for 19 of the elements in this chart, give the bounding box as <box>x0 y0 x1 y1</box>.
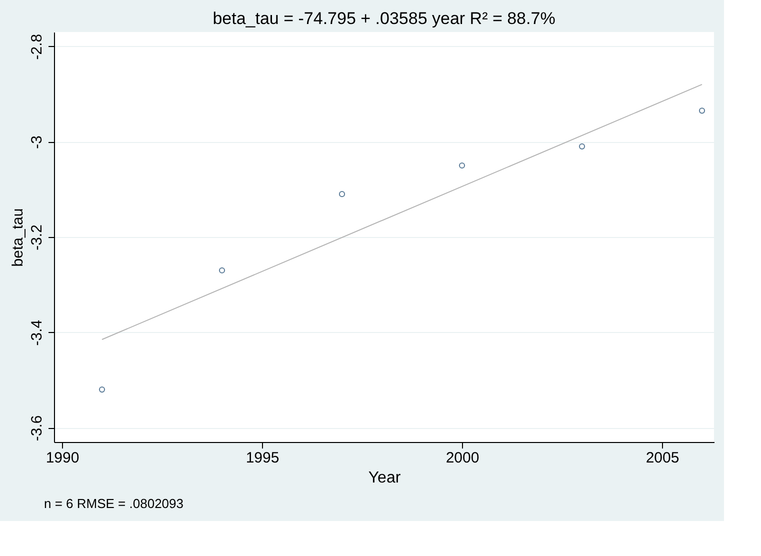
x-tick-label: 1990 <box>46 450 80 466</box>
y-tick-label: -3.6 <box>28 415 46 442</box>
x-tick-label: 2000 <box>446 450 480 466</box>
y-tick-label: -3 <box>28 135 46 149</box>
point <box>578 143 586 150</box>
y-tick-label: -2.8 <box>28 34 46 60</box>
x-tick-label: 1995 <box>246 450 280 466</box>
point <box>218 267 226 274</box>
point <box>458 162 466 169</box>
text: n = 6 RMSE = .0802093 <box>44 496 184 511</box>
x-axis-title: Year <box>368 470 402 486</box>
y-tick-label: -3.2 <box>28 224 46 250</box>
y-axis-title: beta_tau <box>10 208 26 267</box>
y-tick-label: -3.4 <box>28 320 46 346</box>
point <box>338 191 346 198</box>
point <box>698 108 706 114</box>
chart-title: beta_tau = -74.795 + .03585 year R² = 88.7% <box>212 9 556 28</box>
point <box>98 386 106 393</box>
x-tick-label: 2005 <box>646 450 680 466</box>
